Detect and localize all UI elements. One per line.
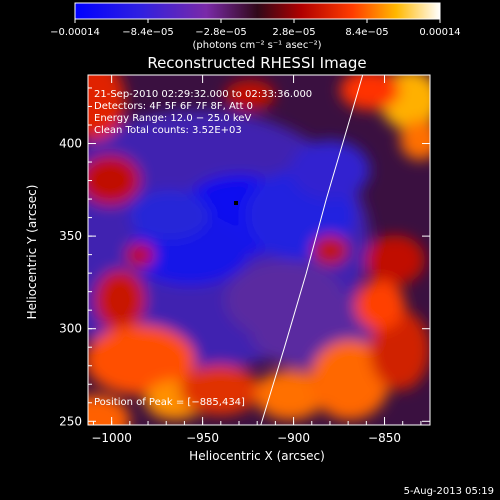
x-tick-label: −850 [368, 431, 401, 445]
heatmap-blob [126, 243, 154, 267]
footer-date: 5-Aug-2013 05:19 [404, 486, 494, 497]
colorbar: −0.00014 −8.4e−05 −2.8e−05 2.8e−05 8.4e−05 0.… [50, 2, 461, 51]
solar-limb-line [260, 75, 364, 425]
heatmap-blob [310, 340, 390, 420]
peak-marker [234, 201, 238, 205]
y-tick-label: 400 [59, 137, 82, 151]
annotation-clean: Clean Total counts: 3.52E+03 [94, 125, 242, 136]
x-axis-label: Heliocentric X (arcsec) [189, 449, 325, 463]
y-tick-label: 350 [59, 229, 82, 243]
heatmap-blob [88, 325, 195, 395]
heatmap-blob [370, 310, 430, 390]
colorbar-units: (photons cm⁻² s⁻¹ asec⁻²) [192, 40, 321, 51]
annotation-time: 21-Sep-2010 02:29:32.000 to 02:33:36.000 [94, 89, 312, 100]
colorbar-tick-label: 8.4e−05 [345, 27, 388, 38]
heatmap-blob [312, 235, 348, 265]
heatmap-image [88, 75, 430, 425]
heatmap-blob [130, 190, 210, 240]
heatmap-blob [225, 80, 275, 110]
colorbar-tick-label: 2.8e−05 [272, 27, 315, 38]
y-axis-label: Heliocentric Y (arcsec) [25, 185, 39, 320]
heatmap-blob [290, 140, 370, 200]
axis-ticks: −1000 −950 −900 −850 250 300 350 400 [59, 75, 430, 445]
colorbar-gradient [74, 2, 441, 20]
x-tick-label: −900 [277, 431, 310, 445]
annotation-detectors: Detectors: 4F 5F 6F 7F 8F, Att 0 [94, 101, 253, 112]
y-tick-label: 250 [59, 414, 82, 428]
colorbar-tick-label: −8.4e−05 [122, 27, 174, 38]
plot-frame [87, 74, 431, 426]
heatmap-blob [340, 75, 400, 110]
image-plot-area: −1000 −950 −900 −850 250 300 350 400 [59, 74, 431, 445]
chart-title: Reconstructed RHESSI Image [147, 54, 366, 72]
annotation-energy: Energy Range: 12.0 − 25.0 keV [94, 113, 251, 124]
heatmap-blob [95, 270, 145, 330]
heatmap-blob [88, 75, 125, 140]
colorbar-ticks: −0.00014 −8.4e−05 −2.8e−05 2.8e−05 8.4e−05 0.… [50, 19, 461, 38]
colorbar-tick-label: 0.00014 [419, 27, 460, 38]
colorbar-tick-label: −0.00014 [50, 27, 100, 38]
colorbar-tick-label: −2.8e−05 [195, 27, 247, 38]
heatmap-blob [365, 235, 425, 285]
heatmap-blob [355, 280, 405, 330]
x-tick-label: −950 [186, 431, 219, 445]
heatmap-blob [88, 395, 130, 425]
annotation-peak: Position of Peak = [−885,434] [94, 397, 245, 408]
y-tick-label: 300 [59, 322, 82, 336]
heatmap-blob [180, 365, 260, 415]
heatmap-blob [400, 120, 430, 160]
heatmap-blob [255, 370, 325, 420]
heatmap-blob [88, 155, 140, 205]
x-tick-label: −1000 [91, 431, 132, 445]
